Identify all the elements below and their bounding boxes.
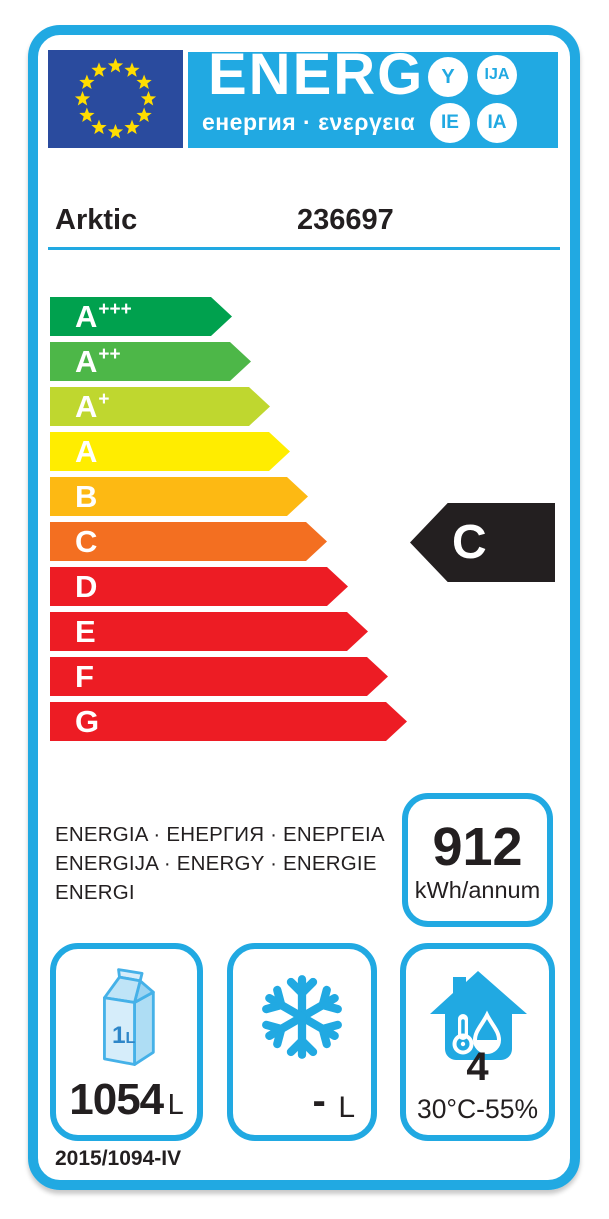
label-border-frame [28, 25, 580, 1190]
brand-divider [48, 247, 560, 250]
rating-letter: E [75, 614, 96, 649]
language-circle-ija: IJA [477, 55, 517, 95]
language-circle-y: Y [428, 57, 468, 97]
rating-letter: A [75, 299, 98, 334]
snowflake-icon [256, 971, 348, 1068]
milk-carton-icon: 1L [80, 959, 174, 1082]
rating-letter: B [75, 479, 98, 514]
fridge-volume-box: 1L 1054 L [50, 943, 203, 1141]
rating-arrow-a2: A ++ [50, 342, 251, 381]
energy-word-block: ENERGIA · ЕНЕРГИЯ · ΕΝΕΡΓΕΙΑ ENERGIJA · … [55, 820, 385, 907]
energy-words-line1: ENERGIA · ЕНЕРГИЯ · ΕΝΕΡΓΕΙΑ [55, 823, 385, 846]
annual-consumption-box: 912 kWh/annum [402, 793, 553, 927]
rating-letter: G [75, 704, 100, 739]
rating-letter: C [75, 524, 98, 559]
annual-consumption-value: 912 [432, 816, 523, 877]
rating-arrow-f: F [50, 657, 388, 696]
house-humidity-icon [423, 965, 533, 1070]
energ-logo-box: ENERG енергия · ενεργεια Y IJA IE IA [188, 46, 558, 148]
freezer-volume-box: - L [227, 943, 377, 1141]
fridge-volume-value: 1054 [69, 1075, 164, 1124]
rating-scale: A +++ A ++ A + A B C D E F G [50, 297, 430, 747]
rating-arrow-c: C [50, 522, 327, 561]
rating-letter: F [75, 659, 94, 694]
thermometer-icon [452, 1014, 474, 1055]
current-grade-letter: C [452, 516, 487, 569]
annual-consumption-unit: kWh/annum [414, 876, 541, 903]
freezer-volume-caption: - L [313, 1079, 355, 1125]
climate-class-value: 4 [466, 1045, 489, 1089]
energ-logo-word: ENERG [208, 42, 425, 107]
rating-arrow-a3: A +++ [50, 297, 232, 336]
energy-words-line3: ENERGI [55, 881, 135, 904]
eu-flag-logo [48, 50, 183, 148]
droplet-icon [472, 1010, 502, 1054]
energy-words-line2: ENERGIJA · ENERGY · ENERGIE [55, 852, 377, 875]
fridge-volume-unit: L [167, 1089, 184, 1121]
rating-arrow-e: E [50, 612, 368, 651]
rating-letter: A [75, 344, 98, 379]
rating-arrow-b: B [50, 477, 308, 516]
rating-arrow-d: D [50, 567, 348, 606]
climate-class-box: 4 30°C-55% [400, 943, 555, 1141]
rating-letter: A [75, 389, 98, 424]
freezer-volume-unit: L [338, 1091, 355, 1124]
rating-letter: A [75, 434, 98, 469]
rating-arrow-a: A [50, 432, 290, 471]
rating-arrow-g: G [50, 702, 407, 741]
regulation-number: 2015/1094-IV [55, 1147, 182, 1170]
energ-logo-subtext: енергия · ενεργεια [202, 109, 416, 135]
freezer-volume-value: - [312, 1079, 326, 1123]
brand-name: Arktic [55, 204, 138, 236]
climate-condition: 30°C-55% [416, 1094, 539, 1124]
eu-flag-icon [48, 50, 183, 148]
language-circle-ie: IE [430, 103, 470, 143]
rating-arrow-a1: A + [50, 387, 270, 426]
model-number: 236697 [297, 204, 394, 236]
rating-letter: D [75, 569, 98, 604]
language-circle-ia: IA [477, 103, 517, 143]
fridge-volume-caption: 1054 L [56, 1075, 197, 1125]
